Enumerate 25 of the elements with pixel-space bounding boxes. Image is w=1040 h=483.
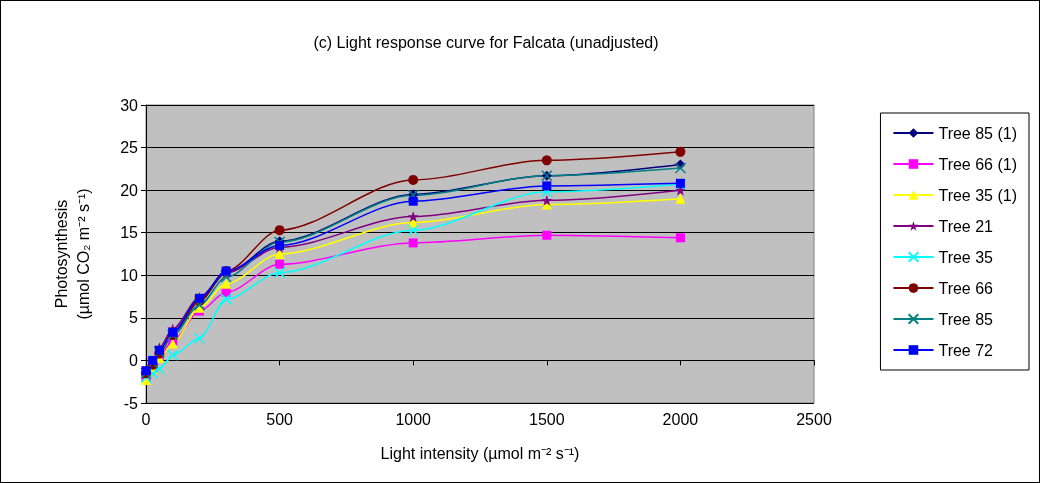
y-tick-label: 10 bbox=[120, 266, 139, 284]
legend-label: Tree 21 bbox=[938, 217, 994, 235]
legend-label: Tree 85 bbox=[938, 310, 994, 328]
y-axis-title: Photosynthesis (µmol CO₂ m⁻² s⁻¹) bbox=[52, 188, 92, 320]
x-tick-label: 1000 bbox=[395, 410, 432, 428]
y-tick-label: 5 bbox=[129, 309, 139, 327]
legend-label: Tree 72 bbox=[938, 341, 994, 359]
x-tick-label: 2000 bbox=[662, 410, 699, 428]
y-tick-label: 0 bbox=[129, 351, 139, 369]
x-tick-label: 0 bbox=[141, 410, 151, 428]
y-tick-label: 15 bbox=[120, 224, 139, 242]
y-tick-label: 25 bbox=[120, 139, 139, 157]
x-tick-label: 1500 bbox=[529, 410, 565, 428]
legend-label: Tree 66 bbox=[938, 279, 994, 297]
chart-title: (c) Light response curve for Falcata (unadjusted) bbox=[313, 33, 659, 51]
x-tick-label: 2500 bbox=[796, 410, 832, 428]
y-tick-label: 30 bbox=[120, 96, 139, 114]
y-tick-label: 20 bbox=[120, 181, 139, 199]
y-tick-label: -5 bbox=[123, 394, 139, 412]
legend-label: Tree 66 (1) bbox=[938, 155, 1017, 173]
x-axis-title: Light intensity (µmol m⁻² s⁻¹) bbox=[380, 444, 580, 462]
x-tick-label: 500 bbox=[266, 410, 294, 428]
legend-label: Tree 35 bbox=[938, 248, 994, 266]
legend-label: Tree 35 (1) bbox=[938, 186, 1017, 204]
legend-label: Tree 85 (1) bbox=[938, 124, 1017, 142]
